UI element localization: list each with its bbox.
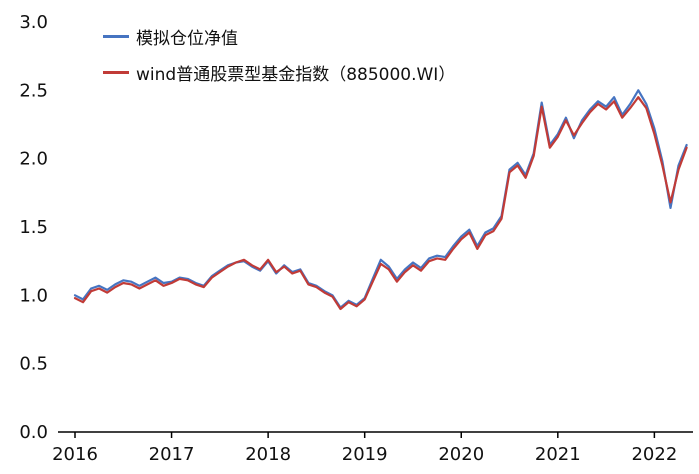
x-tick-label: 2022 xyxy=(631,444,677,465)
x-tick-label: 2021 xyxy=(535,444,581,465)
legend-item-simulated-nav: 模拟仓位净值 xyxy=(103,24,455,49)
y-tick-label: 1.0 xyxy=(19,285,48,306)
legend-line-swatch-red xyxy=(103,71,129,74)
x-tick-label: 2020 xyxy=(438,444,484,465)
y-tick-label: 3.0 xyxy=(19,12,48,33)
y-tick-label: 1.5 xyxy=(19,217,48,238)
legend-item-wind-index: wind普通股票型基金指数（885000.WI） xyxy=(103,60,455,85)
y-tick-label: 2.0 xyxy=(19,149,48,170)
x-tick-label: 2018 xyxy=(245,444,291,465)
y-tick-label: 2.5 xyxy=(19,80,48,101)
legend-line-swatch-blue xyxy=(103,35,129,38)
series-line-0 xyxy=(73,89,688,309)
x-tick-label: 2016 xyxy=(52,444,98,465)
legend-label-wind-index: wind普通股票型基金指数（885000.WI） xyxy=(136,65,456,85)
legend: 模拟仓位净值 wind普通股票型基金指数（885000.WI） xyxy=(103,24,455,85)
series-line-1 xyxy=(73,96,688,311)
x-tick-label: 2019 xyxy=(342,444,388,465)
legend-label-simulated-nav: 模拟仓位净值 xyxy=(136,29,238,49)
y-tick-label: 0.5 xyxy=(19,354,48,375)
x-tick-label: 2017 xyxy=(149,444,195,465)
y-tick-label: 0.0 xyxy=(19,422,48,443)
